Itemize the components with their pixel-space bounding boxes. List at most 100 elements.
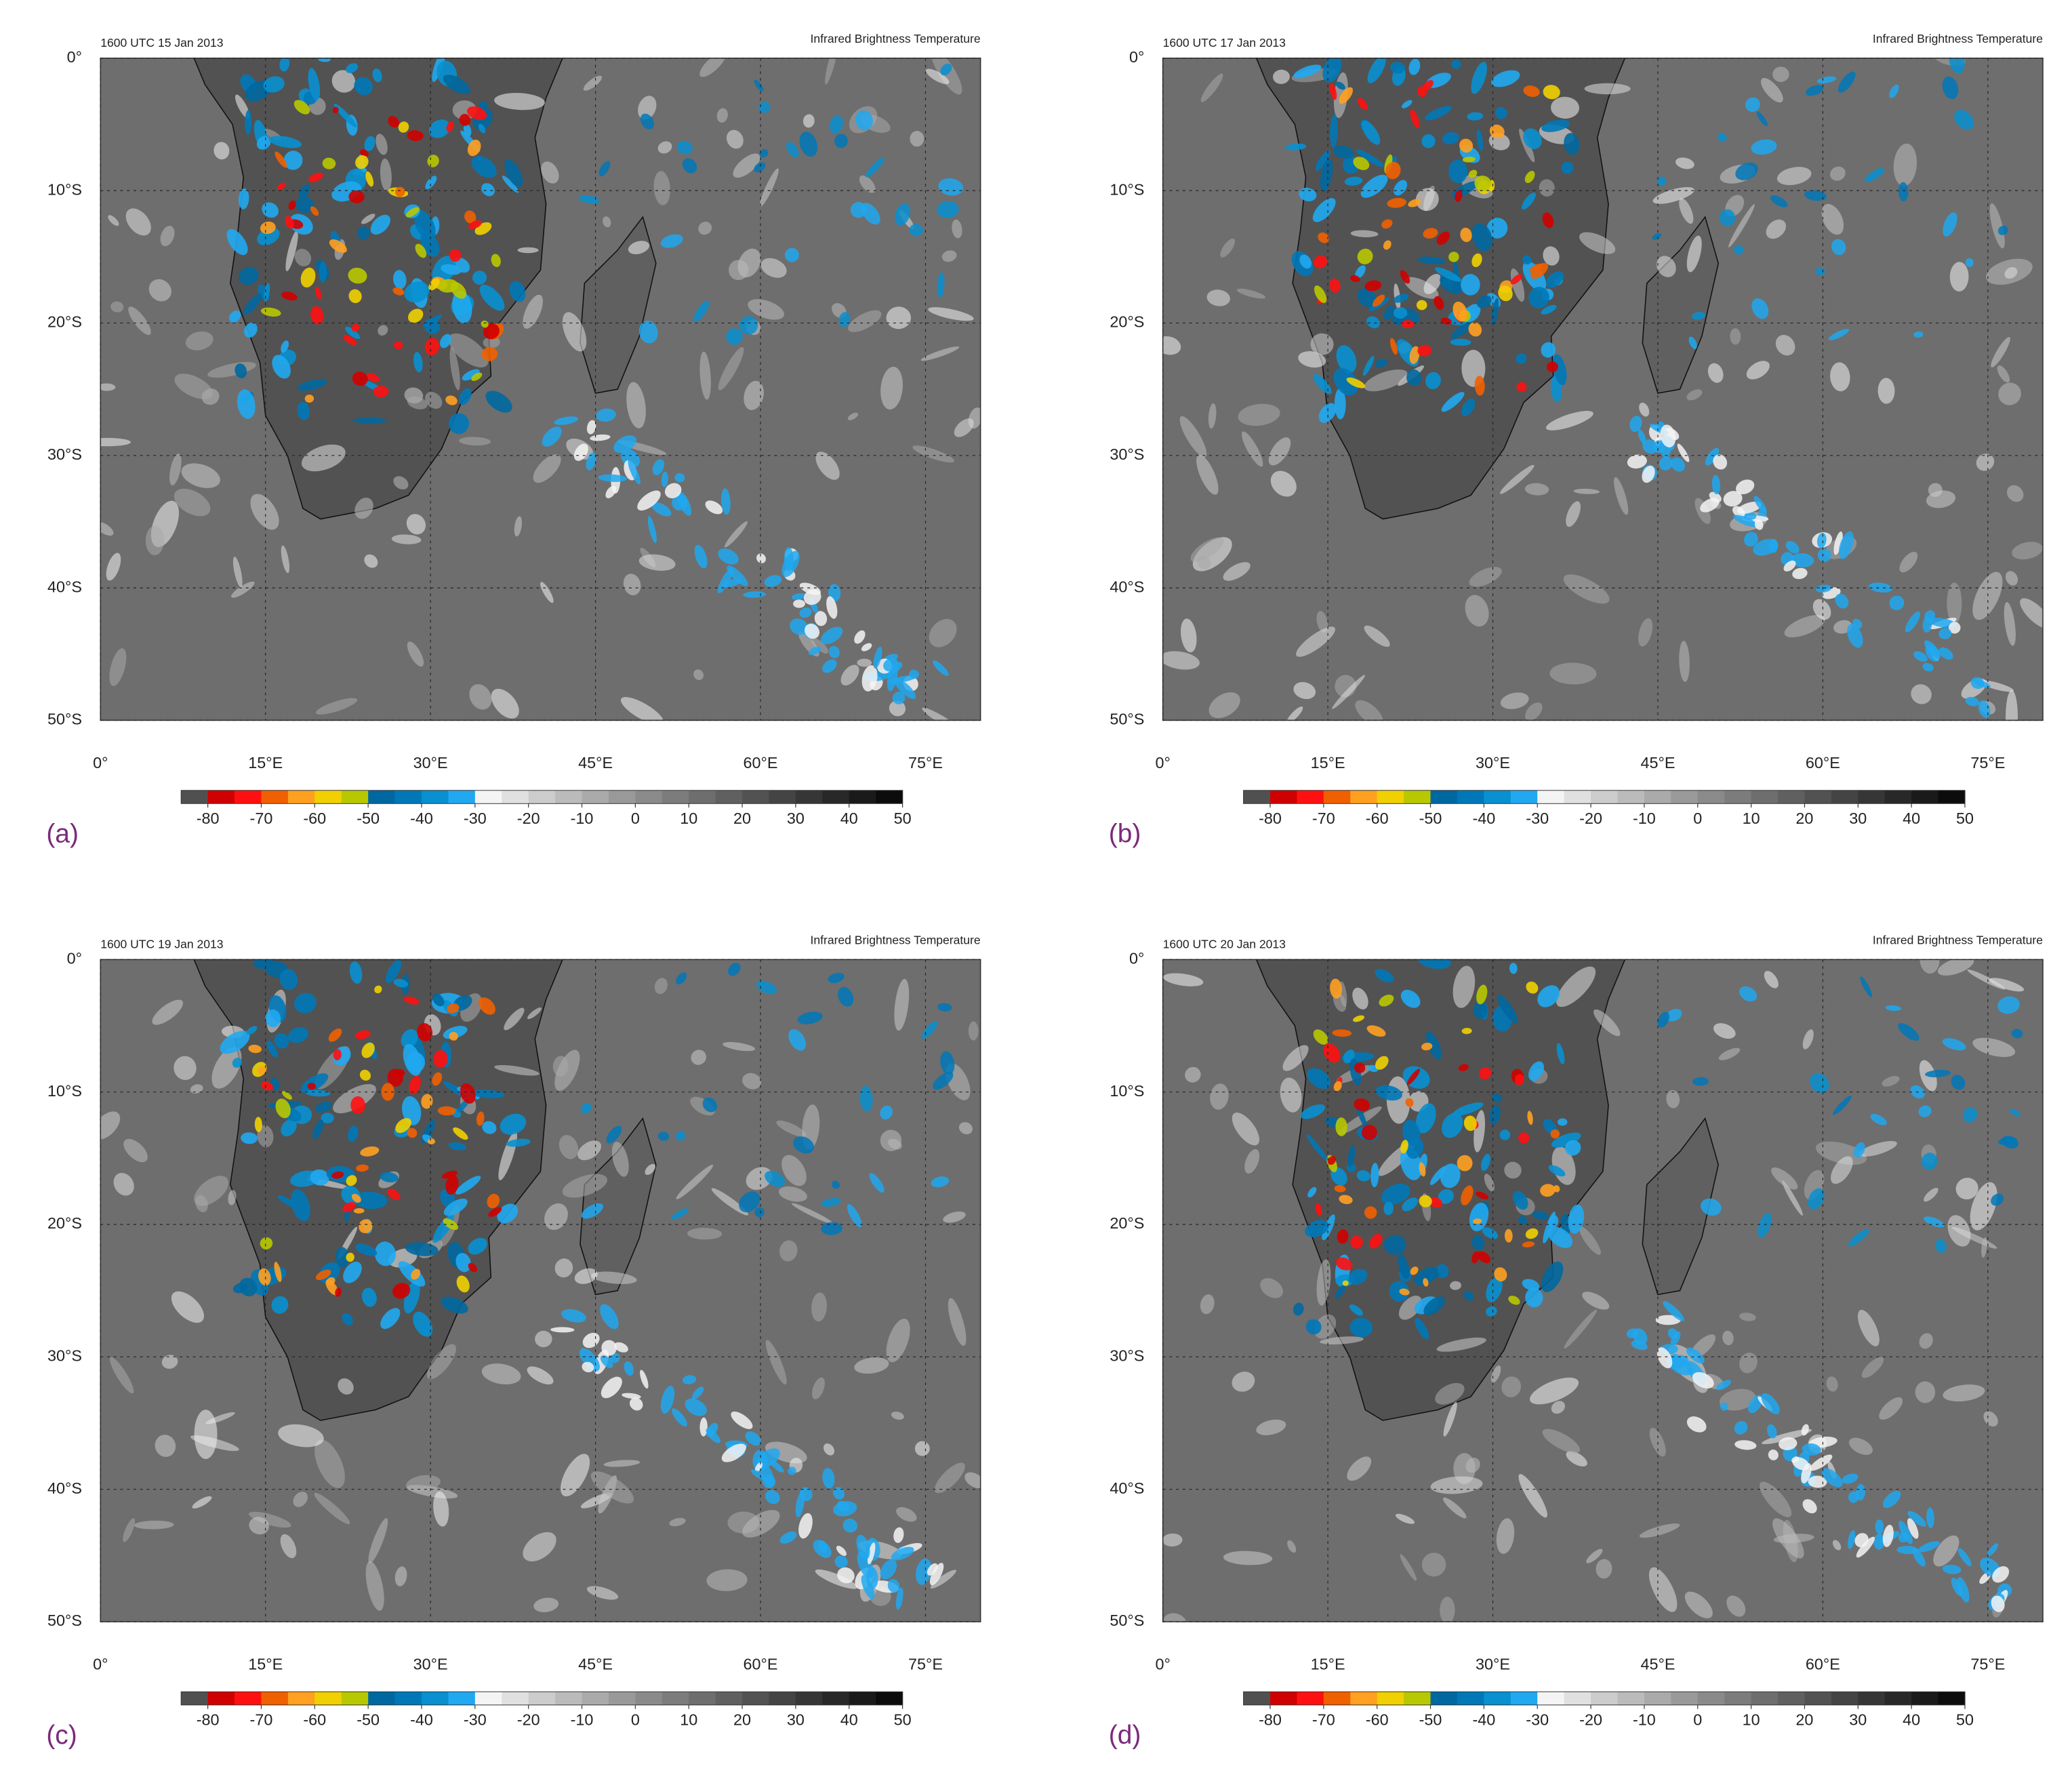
cloud [886,1319,910,1363]
colorbar-segment [1404,1692,1431,1705]
cloud [523,1532,556,1562]
land [580,1117,657,1296]
cloud [1399,1288,1410,1296]
cloud [638,554,676,571]
cloud [350,1096,365,1115]
colorbar-label: -70 [250,809,273,827]
cloud [211,1046,242,1089]
cloud [321,1113,334,1123]
cloud [613,435,637,453]
cloud [1667,1328,1678,1340]
cloud [1660,424,1676,447]
cloud [331,70,356,93]
cloud [351,1193,361,1203]
cloud [433,1050,448,1068]
cloud [514,516,523,537]
cloud [342,1201,356,1213]
cloud [889,700,906,717]
cloud [1525,1287,1543,1308]
cloud [756,980,777,995]
colorbar-segment [181,790,209,804]
cloud [1905,611,1921,633]
colorbar-segment [207,1692,235,1705]
colorbar-segment [1751,1692,1779,1705]
cloud [937,272,945,298]
cloud [661,471,668,487]
cloud [228,311,241,323]
cloud [1551,1401,1566,1414]
cloud [1404,308,1420,323]
cloud [582,1361,594,1373]
cloud [1471,1235,1485,1251]
cloud [1335,81,1345,90]
cloud [322,157,336,169]
colorbar-segment [235,1692,262,1705]
cloud [1350,1235,1363,1249]
cloud [1223,562,1251,581]
product-title: Infrared Brightness Temperature [1873,32,2043,45]
cloud [1362,355,1375,376]
lon-label: 75°E [908,1656,943,1673]
colorbar-label: -60 [1366,809,1389,827]
cloud [354,1191,388,1210]
map-panel: 0° 10°S 20°S 30°S 40°S 50°S 0° 15°E 30°E 45°E 60°E… [46,934,981,1750]
cloud [699,1417,708,1437]
cloud [1739,986,1758,1002]
cloud [329,239,347,253]
cloud [235,94,250,119]
cloud [706,1428,720,1443]
cloud [940,63,952,76]
cloud [1190,537,1224,562]
cloud [793,599,805,608]
cloud [1333,1081,1342,1092]
cloud [893,1527,904,1543]
colorbar-label: 10 [680,1711,697,1728]
lon-label: 60°E [744,1656,778,1673]
cloud [1421,1042,1433,1051]
colorbar-segment [502,790,529,804]
cloud [1648,1567,1678,1612]
cloud [895,1587,903,1610]
cloud [256,136,271,150]
cloud [1764,971,1779,988]
cloud [1499,464,1535,494]
cloud [1831,1156,1853,1184]
cloud [880,1559,897,1580]
cloud [1330,114,1338,148]
cloud [1312,198,1336,222]
cloud [401,1029,418,1048]
cloud [282,1091,292,1100]
cloud [1860,976,1873,997]
cloud [406,207,420,218]
cloud [1523,128,1542,149]
cloud [628,460,641,485]
cloud [355,1243,378,1256]
cloud [1869,582,1892,593]
colorbar-segment [1778,790,1806,804]
cloud [865,157,885,178]
cloud [2011,1028,2023,1039]
cloud [685,1398,707,1416]
cloud [106,553,121,581]
cloud [586,1586,619,1600]
cloud [1334,1185,1346,1193]
cloud [554,1258,573,1278]
cloud [1425,106,1452,121]
cloud [1315,1203,1322,1216]
cloud [481,183,495,197]
cloud [1241,431,1263,467]
cloud [1513,1191,1528,1210]
cloud [831,1180,840,1189]
cloud [1924,1187,1938,1202]
cloud [1453,965,1476,1008]
cloud [1657,1012,1669,1028]
colorbar-segment [341,1692,369,1705]
cloud [1442,1113,1463,1138]
cloud [958,1122,973,1135]
cloud [1564,1140,1581,1156]
cloud [472,1090,505,1098]
cloud [1913,651,1928,662]
cloud [1739,1353,1758,1374]
colorbar-segment [1510,790,1538,804]
cloud [968,1021,979,1041]
